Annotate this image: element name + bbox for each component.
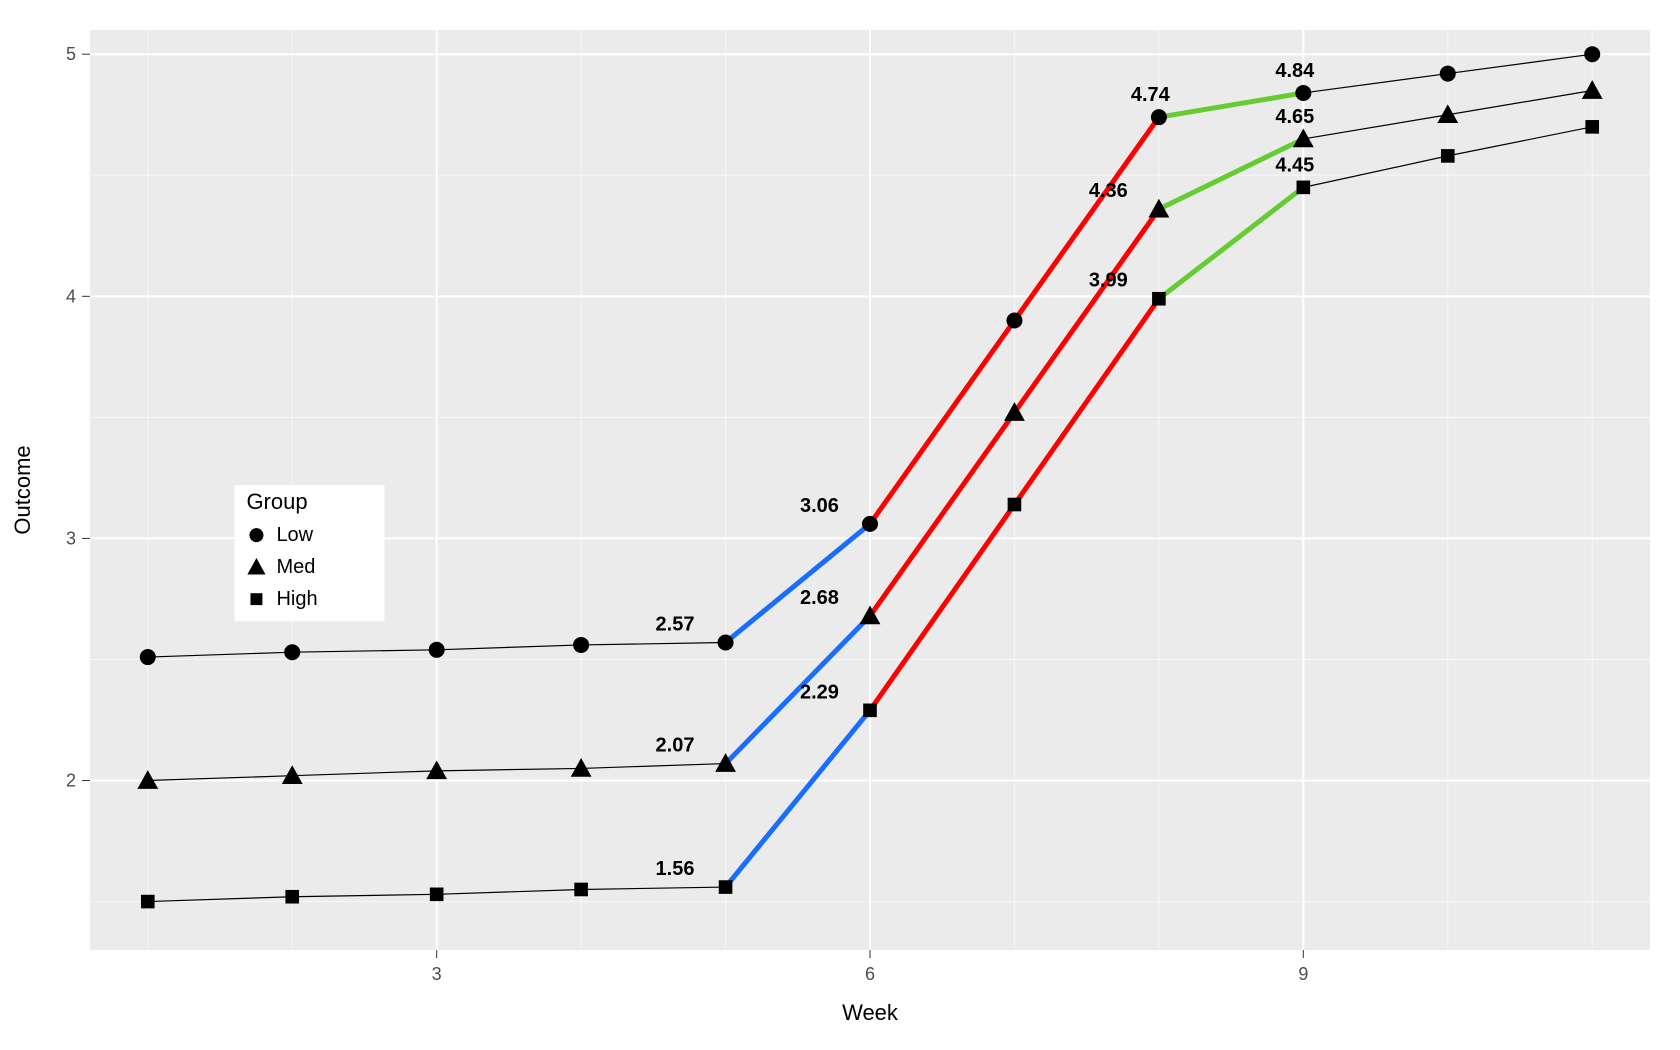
chart-svg: 2.57 3.06 4.74 4.84 2.07 2.68 4.36 4.65 1.56 2.29… bbox=[0, 0, 1680, 1050]
value-label: 4.84 bbox=[1275, 60, 1315, 82]
marker-circle bbox=[140, 649, 156, 665]
marker-square bbox=[863, 704, 877, 718]
value-label: 2.57 bbox=[656, 614, 695, 636]
y-tick-label: 5 bbox=[66, 44, 76, 64]
value-label: 2.68 bbox=[800, 587, 839, 609]
marker-circle bbox=[249, 528, 263, 542]
marker-square bbox=[574, 883, 588, 897]
marker-circle bbox=[1151, 109, 1167, 125]
value-label: 4.45 bbox=[1275, 154, 1314, 176]
marker-square bbox=[141, 895, 155, 909]
legend: Group Low Med High bbox=[234, 485, 384, 621]
x-tick-label: 6 bbox=[865, 964, 875, 984]
legend-title: Group bbox=[246, 489, 307, 514]
y-axis-label: Outcome bbox=[10, 445, 35, 534]
value-label: 3.06 bbox=[800, 495, 839, 517]
value-label: 3.99 bbox=[1089, 270, 1128, 292]
marker-square bbox=[1008, 498, 1022, 512]
marker-circle bbox=[1440, 66, 1456, 82]
value-label: 4.74 bbox=[1131, 84, 1171, 106]
x-axis-label: Week bbox=[842, 1000, 899, 1025]
marker-square bbox=[1297, 181, 1311, 195]
y-tick-label: 2 bbox=[66, 771, 76, 791]
y-tick-label: 3 bbox=[66, 528, 76, 548]
value-label: 1.56 bbox=[656, 858, 695, 880]
marker-circle bbox=[573, 637, 589, 653]
x-tick-label: 3 bbox=[432, 964, 442, 984]
marker-square bbox=[250, 593, 262, 605]
marker-circle bbox=[1295, 85, 1311, 101]
legend-item-label: Med bbox=[276, 556, 315, 578]
marker-circle bbox=[1006, 313, 1022, 329]
legend-item-label: Low bbox=[276, 524, 313, 546]
marker-circle bbox=[284, 644, 300, 660]
value-label: 2.07 bbox=[656, 735, 695, 757]
outcome-by-week-chart: 2.57 3.06 4.74 4.84 2.07 2.68 4.36 4.65 1.56 2.29… bbox=[0, 0, 1680, 1050]
value-label: 4.65 bbox=[1275, 106, 1314, 128]
marker-square bbox=[1441, 149, 1455, 163]
y-tick-label: 4 bbox=[66, 286, 76, 306]
marker-square bbox=[430, 888, 444, 902]
marker-circle bbox=[429, 642, 445, 658]
value-label: 2.29 bbox=[800, 681, 839, 703]
x-tick-label: 9 bbox=[1298, 964, 1308, 984]
marker-square bbox=[1585, 120, 1599, 134]
marker-circle bbox=[862, 516, 878, 532]
marker-square bbox=[719, 880, 733, 894]
legend-item-label: High bbox=[276, 588, 317, 610]
marker-square bbox=[1152, 292, 1166, 306]
marker-square bbox=[285, 890, 299, 904]
marker-circle bbox=[1584, 46, 1600, 62]
marker-circle bbox=[718, 635, 734, 651]
value-label: 4.36 bbox=[1089, 180, 1128, 202]
